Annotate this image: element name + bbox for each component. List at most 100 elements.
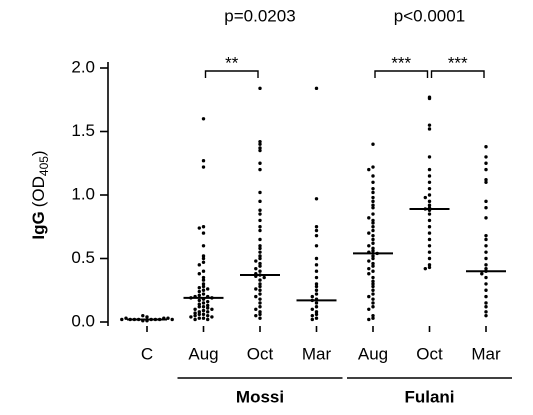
data-point (484, 199, 488, 204)
data-point (367, 266, 371, 271)
x-tick-label: C (141, 344, 153, 363)
x-tick-label: Mar (471, 344, 501, 363)
data-point (314, 228, 319, 233)
data-point (427, 263, 432, 267)
data-point (201, 159, 206, 163)
data-point (371, 279, 375, 284)
data-point (427, 167, 432, 172)
data-point (484, 313, 488, 318)
data-point (258, 284, 262, 289)
data-point (197, 226, 201, 230)
data-point (258, 288, 262, 292)
data-point (367, 231, 371, 235)
data-point (484, 145, 488, 149)
data-point (258, 218, 262, 223)
data-point (367, 244, 371, 248)
data-point (201, 275, 206, 280)
data-point (258, 146, 262, 150)
data-point (371, 218, 375, 223)
data-point (367, 317, 371, 322)
significance-bracket (374, 70, 429, 78)
data-point (367, 259, 371, 263)
data-point (371, 186, 375, 191)
data-point (371, 195, 375, 200)
significance-label: *** (448, 53, 468, 72)
data-point (480, 272, 484, 276)
data-point (189, 315, 193, 319)
data-point (484, 282, 488, 286)
data-point (170, 317, 174, 322)
data-point (371, 174, 375, 178)
data-point (423, 266, 427, 271)
data-point (258, 167, 262, 172)
data-point (314, 86, 319, 91)
data-point (254, 313, 258, 318)
data-point (201, 269, 206, 273)
data-point (210, 307, 214, 311)
data-point (371, 241, 375, 245)
data-point (314, 282, 319, 286)
data-point (258, 254, 262, 258)
data-point (193, 311, 197, 315)
data-point (310, 307, 314, 311)
group-label: Fulani (404, 387, 454, 406)
data-point (484, 167, 488, 172)
data-point (371, 246, 375, 251)
data-point (484, 301, 488, 305)
data-point (314, 284, 319, 289)
data-point (427, 225, 432, 229)
data-point (197, 305, 201, 309)
data-point (258, 269, 262, 273)
data-point (201, 312, 206, 317)
data-point (197, 298, 201, 303)
x-tick-label: Oct (247, 344, 274, 363)
data-point (197, 310, 201, 314)
data-point (427, 123, 432, 127)
data-point (314, 310, 319, 314)
data-point (484, 275, 488, 280)
data-point (371, 254, 375, 258)
y-tick-label: 0.5 (71, 248, 95, 267)
data-point (197, 286, 201, 290)
data-point (371, 225, 375, 229)
significance-label: ** (225, 53, 239, 72)
data-point (367, 167, 371, 172)
y-label-close: ) (29, 150, 48, 156)
data-point (210, 315, 214, 319)
data-point (201, 278, 206, 282)
data-point (310, 294, 314, 299)
data-point (258, 256, 262, 261)
data-point (201, 256, 206, 261)
data-point (197, 293, 201, 298)
data-point (371, 256, 375, 261)
data-point (141, 313, 145, 318)
data-point (201, 284, 206, 289)
data-point (427, 155, 432, 159)
data-point (258, 190, 262, 195)
data-point (371, 180, 375, 184)
data-point (120, 317, 124, 322)
data-point (484, 305, 488, 309)
data-point (427, 250, 432, 254)
data-point (427, 256, 432, 261)
data-point (258, 208, 262, 212)
data-point (367, 294, 371, 299)
x-tick-label: Mar (302, 344, 332, 363)
data-point (258, 261, 262, 266)
x-tick-label: Aug (188, 344, 218, 363)
data-point (484, 263, 488, 267)
data-point (314, 233, 319, 238)
data-point (258, 228, 262, 233)
data-point (197, 263, 201, 267)
data-point (484, 161, 488, 165)
data-point (427, 265, 432, 270)
data-point (484, 237, 488, 242)
data-point (166, 316, 170, 320)
data-point (258, 297, 262, 301)
data-point (201, 260, 206, 265)
data-point (201, 244, 206, 248)
data-point (201, 308, 206, 313)
significance-bracket (204, 70, 259, 78)
data-point (371, 316, 375, 320)
data-point (314, 244, 319, 248)
